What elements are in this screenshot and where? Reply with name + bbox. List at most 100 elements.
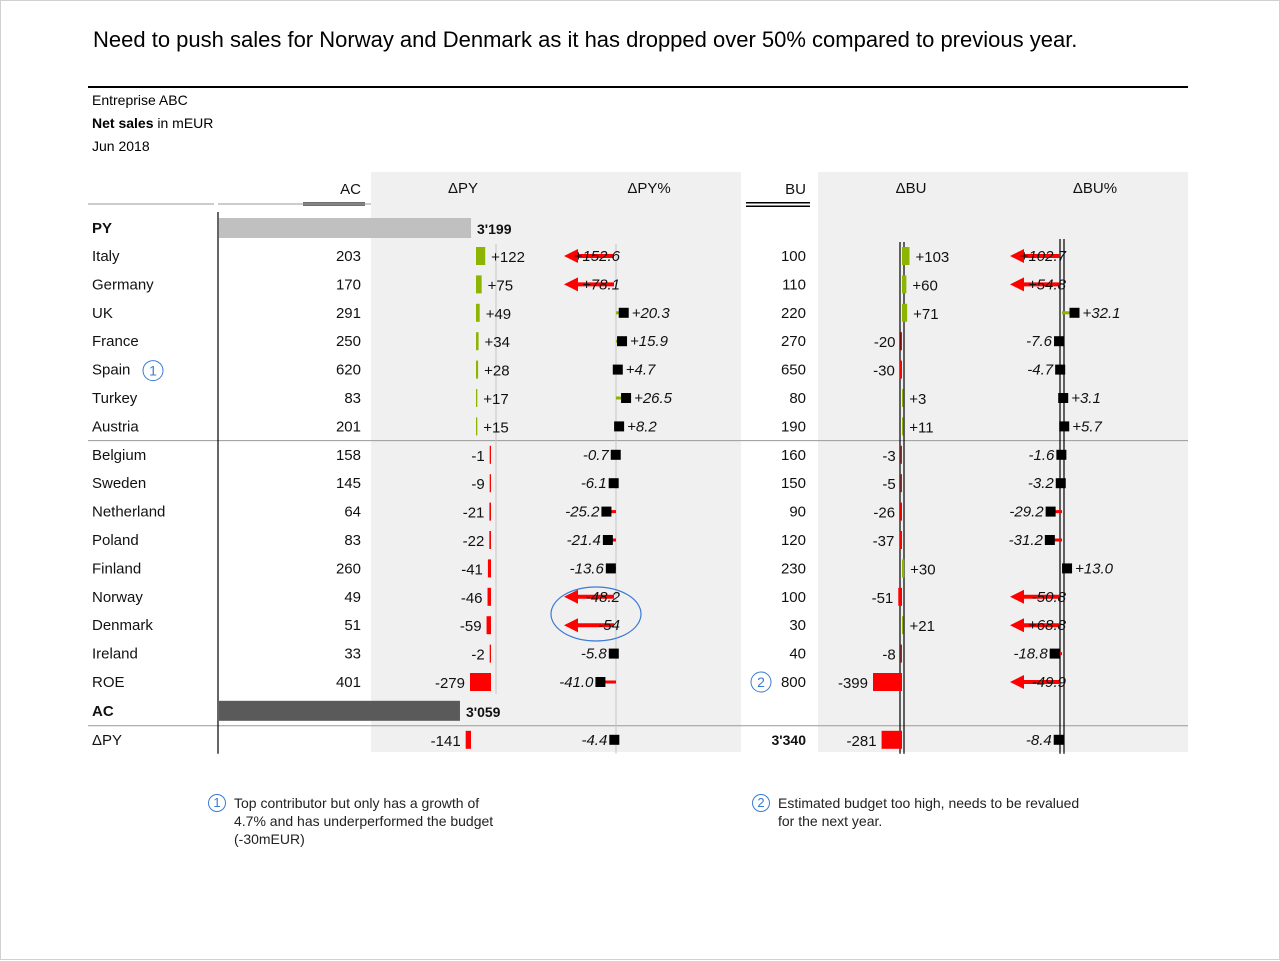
- total-dbup-pin-head: [1053, 734, 1064, 745]
- row-label-germany: Germany: [92, 276, 154, 293]
- dbu-label-france: -20: [874, 334, 896, 351]
- dbup-pin-italy-arrow: [1010, 249, 1024, 263]
- dbup-pin-france-head: [1054, 336, 1065, 347]
- dpy-label-spain: +28: [484, 363, 509, 380]
- dbu-label-norway: -51: [872, 590, 894, 607]
- dpyp-pin-roe-head: [595, 677, 606, 687]
- dpyp-pin-france-label: +15.9: [630, 333, 669, 350]
- note-marker-1: 1: [208, 794, 226, 812]
- row-label-denmark: Denmark: [92, 617, 153, 634]
- dpy-bar-finland: [487, 559, 491, 578]
- dpy-bar-france: [476, 332, 479, 351]
- dpy-bar-sweden: [489, 474, 491, 493]
- dbup-pin-denmark-label: +68.8: [1028, 617, 1067, 634]
- ac-value-sweden: 145: [336, 475, 361, 492]
- row-label-norway: Norway: [92, 589, 143, 606]
- header-dbup: ΔBU%: [1073, 180, 1117, 197]
- dpy-label-austria: +15: [483, 419, 508, 436]
- dpy-label-finland: -41: [461, 561, 483, 578]
- dpy-label-belgium: -1: [471, 448, 484, 465]
- note-2-text: Estimated budget too high, needs to be r…: [778, 794, 1079, 830]
- dpy-label-uk: +49: [486, 306, 511, 323]
- dbu-label-uk: +71: [913, 306, 938, 323]
- dpy-label-denmark: -59: [460, 618, 482, 635]
- total-dpy-bar: [465, 730, 471, 749]
- bu-value-netherland: 90: [789, 504, 806, 521]
- dbu-label-turkey: +3: [909, 391, 926, 408]
- dbu-bar-ireland: [900, 644, 902, 663]
- row-label-spain: Spain: [92, 362, 130, 379]
- ac-value-roe: 401: [336, 674, 361, 691]
- dpy-label-italy: +122: [491, 249, 525, 266]
- header-rule: [88, 86, 1188, 88]
- dbup-pin-spain-head: [1055, 364, 1066, 375]
- dbu-bar-austria: [902, 417, 904, 436]
- dpy-label-norway: -46: [461, 590, 483, 607]
- ac-value-netherland: 64: [344, 504, 361, 521]
- dbu-label-netherland: -26: [873, 505, 895, 522]
- measure-unit: in mEUR: [153, 115, 214, 131]
- dpy-label-france: +34: [485, 334, 510, 351]
- row-label-belgium: Belgium: [92, 447, 146, 464]
- dpyp-pin-austria-head: [614, 421, 625, 432]
- bu-value-norway: 100: [781, 589, 806, 606]
- dbup-pin-france-label: -7.6: [1026, 333, 1053, 350]
- company-name: Entreprise ABC: [92, 92, 188, 108]
- note-marker-spain: [142, 360, 164, 382]
- dbu-bar-netherland: [900, 502, 902, 521]
- dbu-label-belgium: -3: [882, 448, 895, 465]
- dpyp-pin-austria-label: +8.2: [627, 418, 657, 435]
- dbu-bar-germany: [902, 275, 907, 294]
- bu-value-austria: 190: [781, 418, 806, 435]
- bu-value-france: 270: [781, 333, 806, 350]
- dbu-label-italy: +103: [915, 249, 949, 266]
- dbup-pin-sweden-head: [1055, 478, 1066, 489]
- bu-value-italy: 100: [781, 248, 806, 265]
- header-bu: BU: [785, 181, 806, 198]
- dpy-label-netherland: -21: [463, 505, 485, 522]
- dpyp-pin-norway-arrow: [564, 589, 578, 604]
- dbu-bar-france: [900, 332, 902, 351]
- ac-value-spain: 620: [336, 362, 361, 379]
- dbup-pin-roe-arrow: [1010, 675, 1024, 689]
- row-label-sweden: Sweden: [92, 475, 146, 492]
- row-label-turkey: Turkey: [92, 390, 138, 407]
- measure-bold: Net sales: [92, 115, 154, 131]
- dpy-label-germany: +75: [488, 277, 513, 294]
- dpyp-pin-turkey-label: +26.5: [634, 390, 673, 407]
- dbup-pin-ireland-head: [1049, 648, 1060, 659]
- dbup-pin-sweden-label: -3.2: [1028, 475, 1055, 492]
- dbup-pin-belgium-label: -1.6: [1029, 447, 1056, 464]
- ac-value-ireland: 33: [344, 646, 361, 663]
- dbu-label-spain: -30: [873, 363, 895, 380]
- dpyp-pin-belgium-head: [610, 449, 621, 460]
- total-dbu-bar: [881, 730, 902, 749]
- dbu-column-shade: [818, 172, 1188, 752]
- dbup-pin-spain-label: -4.7: [1027, 362, 1054, 379]
- bu-value-spain: 650: [781, 362, 806, 379]
- dbup-pin-belgium-head: [1056, 449, 1067, 460]
- dpy-label-poland: -22: [463, 533, 485, 550]
- ac-value-denmark: 51: [344, 617, 361, 634]
- dbup-pin-germany-arrow: [1010, 277, 1024, 292]
- dpy-bar-netherland: [489, 502, 491, 521]
- dbu-label-finland: +30: [910, 561, 935, 578]
- dpy-bar-spain: [476, 360, 479, 379]
- ac-value-austria: 201: [336, 418, 361, 435]
- dbu-label-austria: +11: [909, 419, 933, 436]
- note-marker-roe: [750, 671, 772, 693]
- bu-value-turkey: 80: [789, 390, 806, 407]
- ac-value-poland: 83: [344, 532, 361, 549]
- dpy-label-ireland: -2: [471, 647, 484, 664]
- dbu-bar-roe: [873, 673, 902, 691]
- total-label: ΔPY: [92, 732, 122, 749]
- dbu-bar-turkey: [902, 389, 904, 407]
- dpyp-pin-belgium-label: -0.7: [583, 447, 610, 464]
- dbup-pin-uk-head: [1069, 307, 1080, 318]
- dpy-bar-ireland: [489, 644, 491, 663]
- row-label-austria: Austria: [92, 418, 139, 435]
- row-label-netherland: Netherland: [92, 504, 165, 521]
- header-dpy: ΔPY: [448, 180, 478, 197]
- period-label: Jun 2018: [92, 138, 150, 154]
